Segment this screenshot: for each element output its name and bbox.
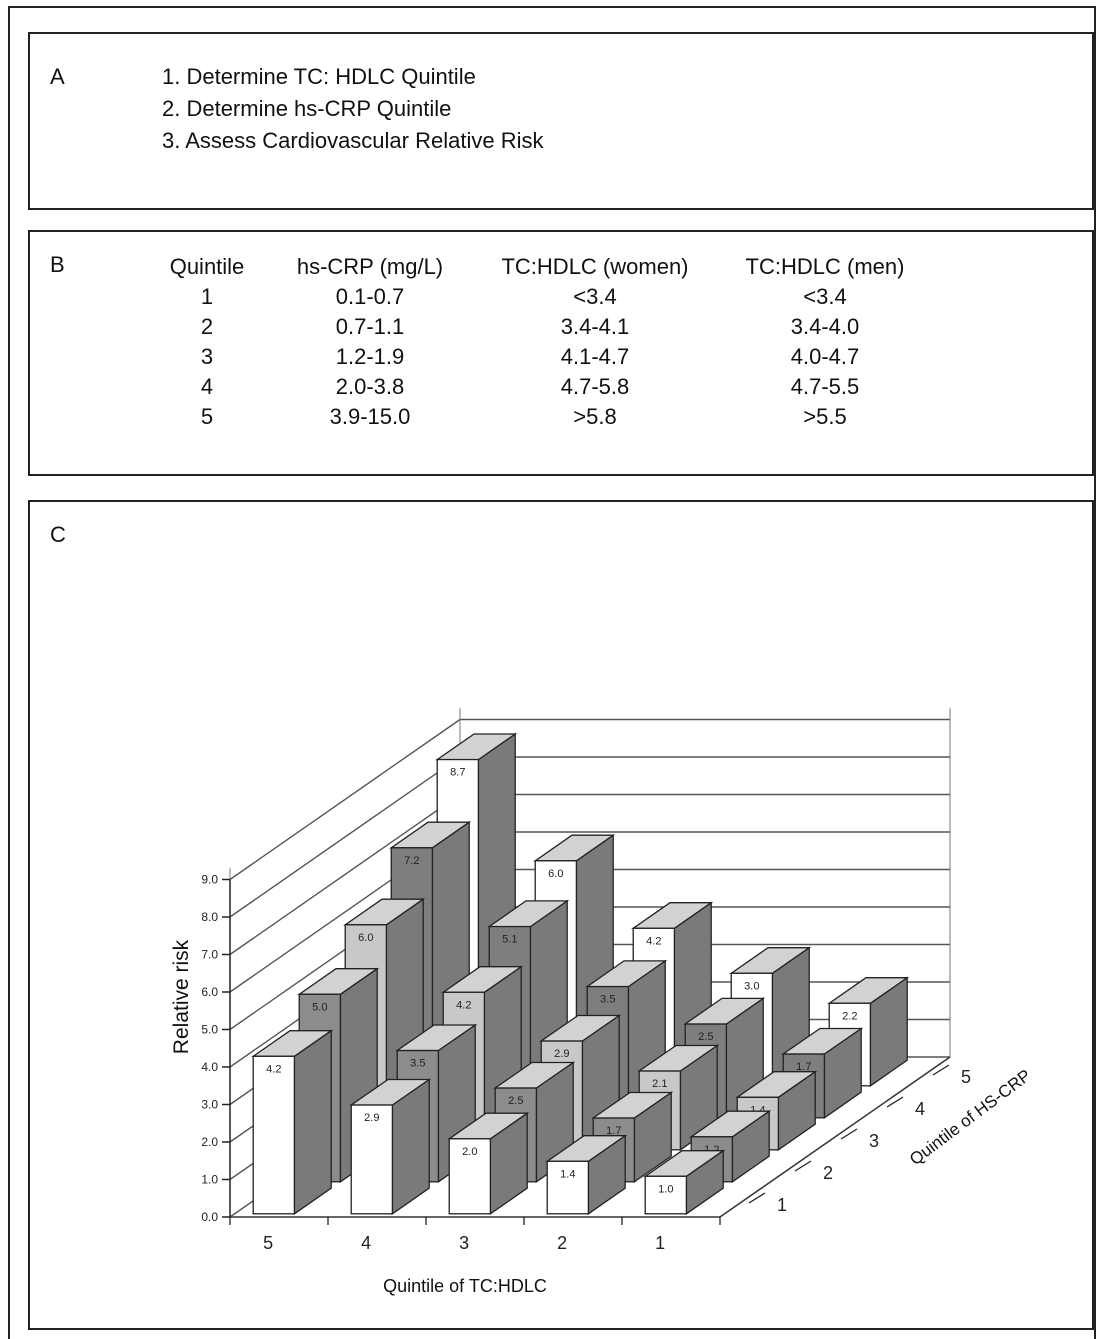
bar-3d: 4.2 bbox=[251, 1029, 334, 1216]
table-cell: 2.0-3.8 bbox=[335, 374, 405, 399]
bar-value-label: 2.2 bbox=[842, 1010, 857, 1022]
panel-a: A 1. Determine TC: HDLC Quintile 2. Dete… bbox=[28, 32, 1094, 210]
bar-front bbox=[350, 1104, 394, 1215]
bar-value-label: 2.1 bbox=[652, 1078, 667, 1090]
bar-value-label: 2.0 bbox=[462, 1146, 477, 1158]
table-cell: 4 bbox=[200, 374, 214, 399]
table-cell: 4.0-4.7 bbox=[790, 344, 860, 369]
y-tick-label: 3.0 bbox=[201, 1098, 218, 1112]
z-tick-label: 1 bbox=[777, 1195, 787, 1215]
table-cell: 3.4-4.1 bbox=[560, 314, 630, 339]
table-cell: 1 bbox=[200, 284, 214, 309]
bar-front bbox=[252, 1055, 296, 1215]
y-axis-label: Relative risk bbox=[170, 939, 193, 1054]
bar-value-label: 3.0 bbox=[744, 980, 759, 992]
bar-front bbox=[448, 1138, 492, 1215]
z-tick bbox=[932, 1064, 950, 1076]
y-tick-label: 4.0 bbox=[201, 1060, 218, 1074]
z-tick bbox=[840, 1128, 858, 1140]
table-cell: 4.7-5.5 bbox=[790, 374, 860, 399]
table-cell: >5.8 bbox=[573, 404, 617, 429]
panel-b-label: B bbox=[50, 252, 65, 277]
table-cell: 4.7-5.8 bbox=[560, 374, 630, 399]
table-header: hs-CRP (mg/L) bbox=[296, 254, 444, 279]
figure-frame bbox=[8, 6, 1096, 1339]
bar-value-label: 4.2 bbox=[456, 999, 471, 1011]
bar-3d: 2.9 bbox=[349, 1078, 432, 1216]
x-tick-label: 2 bbox=[557, 1233, 567, 1253]
table-cell: 3.4-4.0 bbox=[790, 314, 860, 339]
table-cell: 3 bbox=[200, 344, 214, 369]
z-tick-label: 2 bbox=[823, 1163, 833, 1183]
bar-value-label: 1.4 bbox=[560, 1168, 575, 1180]
y-tick-label: 2.0 bbox=[201, 1135, 218, 1149]
x-tick-label: 3 bbox=[459, 1233, 469, 1253]
step-2: 2. Determine hs-CRP Quintile bbox=[162, 96, 452, 121]
table-header: Quintile bbox=[169, 254, 245, 279]
bar-value-label: 4.2 bbox=[266, 1063, 281, 1075]
table-header: TC:HDLC (men) bbox=[745, 254, 905, 279]
y-tick-label: 1.0 bbox=[201, 1173, 218, 1187]
bar-front bbox=[546, 1160, 590, 1215]
bar-value-label: 2.9 bbox=[554, 1048, 569, 1060]
table-cell: 4.1-4.7 bbox=[560, 344, 630, 369]
bar-value-label: 1.7 bbox=[606, 1125, 621, 1137]
panel-c: C 0.0 1.0 2.0 3.0 4.0 5.0 6.0 7.0 8.0 9.0 8.7 6.0 4.… bbox=[28, 500, 1094, 1330]
bar-3d: 1.0 bbox=[643, 1149, 726, 1216]
x-axis-label: Quintile of TC:HDLC bbox=[383, 1276, 547, 1296]
table-cell: 0.7-1.1 bbox=[335, 314, 405, 339]
bar-3d: 5.0 bbox=[297, 967, 380, 1184]
z-tick bbox=[748, 1192, 766, 1204]
bar-front bbox=[644, 1175, 688, 1215]
bar-value-label: 8.7 bbox=[450, 767, 465, 779]
x-tick-label: 5 bbox=[263, 1233, 273, 1253]
table-header: TC:HDLC (women) bbox=[501, 254, 689, 279]
bar-value-label: 6.0 bbox=[548, 868, 563, 880]
table-cell: 1.2-1.9 bbox=[335, 344, 405, 369]
bar-value-label: 5.0 bbox=[312, 1001, 327, 1013]
relative-risk-3d-bar-chart: 0.0 1.0 2.0 3.0 4.0 5.0 6.0 7.0 8.0 9.0 8.7 6.0 4.2 3… bbox=[170, 708, 1034, 1296]
bar-3d: 2.0 bbox=[447, 1111, 530, 1216]
bar-side bbox=[293, 1029, 332, 1216]
z-tick bbox=[794, 1160, 812, 1172]
table-cell: <3.4 bbox=[573, 284, 617, 309]
table-cell: 3.9-15.0 bbox=[329, 404, 411, 429]
z-tick bbox=[886, 1096, 904, 1108]
table-cell: >5.5 bbox=[803, 404, 847, 429]
bar-value-label: 3.5 bbox=[600, 994, 615, 1006]
panel-b: B Quintile hs-CRP (mg/L) TC:HDLC (women) TC… bbox=[28, 230, 1094, 476]
bar-value-label: 5.1 bbox=[502, 934, 517, 946]
y-tick-label: 6.0 bbox=[201, 985, 218, 999]
y-tick-label: 0.0 bbox=[201, 1210, 218, 1224]
z-tick-label: 3 bbox=[869, 1131, 879, 1151]
y-tick-label: 5.0 bbox=[201, 1023, 218, 1037]
x-tick-label: 1 bbox=[655, 1233, 665, 1253]
table-cell: <3.4 bbox=[803, 284, 847, 309]
panel-c-label: C bbox=[50, 522, 66, 547]
bar-value-label: 1.7 bbox=[796, 1061, 811, 1073]
bar-value-label: 3.5 bbox=[410, 1058, 425, 1070]
bar-value-label: 2.9 bbox=[364, 1112, 379, 1124]
bar-value-label: 2.5 bbox=[698, 1031, 713, 1043]
bar-value-label: 7.2 bbox=[404, 855, 419, 867]
bar-value-label: 2.5 bbox=[508, 1095, 523, 1107]
bar-value-label: 4.2 bbox=[646, 935, 661, 947]
bar-value-label: 1.0 bbox=[658, 1183, 673, 1195]
table-cell: 5 bbox=[200, 404, 214, 429]
bar-3d: 1.4 bbox=[545, 1134, 628, 1216]
y-tick-label: 8.0 bbox=[201, 910, 218, 924]
x-tick-label: 4 bbox=[361, 1233, 371, 1253]
y-tick-label: 7.0 bbox=[201, 948, 218, 962]
panel-a-label: A bbox=[50, 64, 65, 89]
step-1: 1. Determine TC: HDLC Quintile bbox=[162, 64, 476, 89]
bar-value-label: 6.0 bbox=[358, 932, 373, 944]
z-tick-label: 5 bbox=[961, 1067, 971, 1087]
table-cell: 0.1-0.7 bbox=[335, 284, 405, 309]
table-cell: 2 bbox=[200, 314, 214, 339]
z-tick-label: 4 bbox=[915, 1099, 925, 1119]
y-tick-label: 9.0 bbox=[201, 873, 218, 887]
step-3: 3. Assess Cardiovascular Relative Risk bbox=[162, 128, 544, 153]
